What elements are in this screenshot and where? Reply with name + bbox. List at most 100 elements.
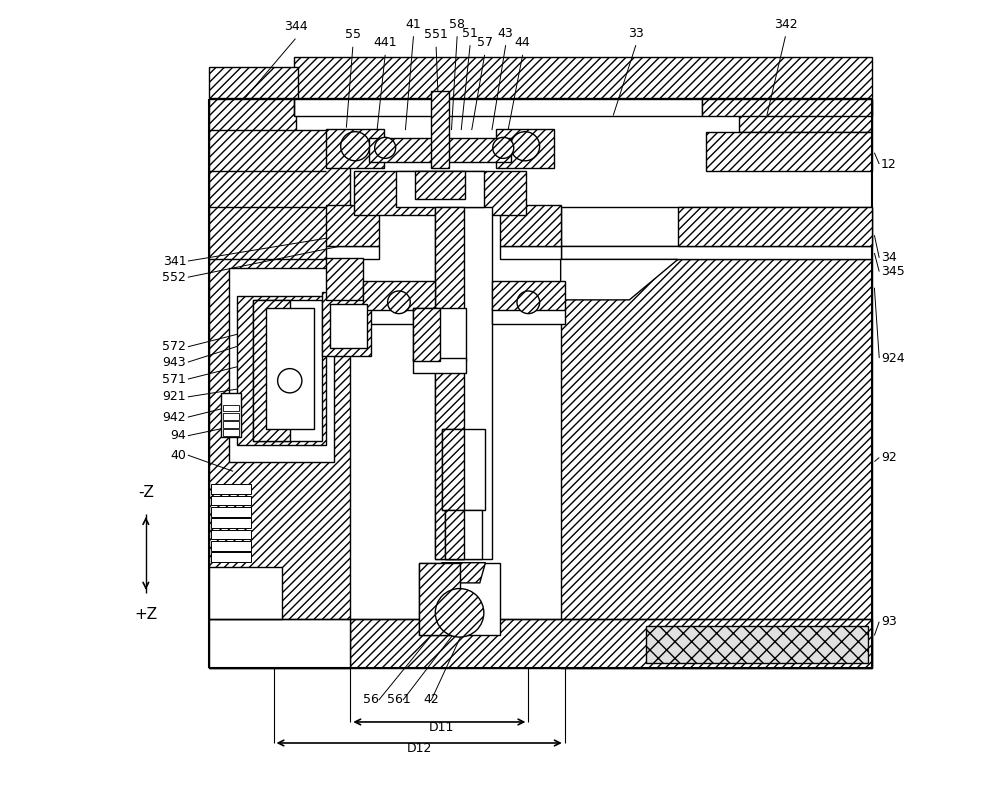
Polygon shape	[561, 259, 678, 300]
Circle shape	[341, 132, 370, 161]
Bar	[326, 205, 379, 245]
Circle shape	[388, 291, 410, 313]
Text: 57: 57	[477, 36, 493, 49]
Text: 94: 94	[171, 429, 186, 442]
Bar	[413, 358, 466, 373]
Bar	[221, 393, 241, 437]
Bar	[396, 170, 484, 207]
Bar	[253, 300, 322, 441]
Text: 34: 34	[881, 251, 897, 264]
Bar	[363, 281, 435, 309]
Bar	[330, 304, 367, 348]
Bar	[253, 300, 290, 441]
Text: 33: 33	[628, 27, 644, 40]
Text: -Z: -Z	[138, 484, 154, 500]
Bar	[492, 281, 565, 309]
Text: 924: 924	[881, 352, 904, 365]
Text: D12: D12	[406, 742, 432, 755]
Bar	[229, 267, 334, 462]
Bar	[326, 258, 363, 300]
Text: 51: 51	[462, 27, 478, 40]
Text: 44: 44	[515, 36, 531, 49]
Bar	[413, 308, 440, 360]
Bar	[211, 541, 251, 551]
Bar	[294, 132, 326, 170]
Circle shape	[517, 291, 540, 313]
Text: 342: 342	[774, 18, 797, 31]
Text: 341: 341	[163, 254, 186, 267]
Text: 552: 552	[162, 271, 186, 284]
Bar	[678, 207, 872, 245]
Text: 93: 93	[881, 616, 897, 629]
Text: 40: 40	[170, 449, 186, 462]
Circle shape	[435, 589, 484, 637]
Text: 943: 943	[163, 356, 186, 369]
Text: 942: 942	[163, 411, 186, 424]
Bar	[435, 207, 464, 559]
Bar	[211, 530, 251, 539]
Bar	[354, 170, 526, 215]
Text: 921: 921	[163, 390, 186, 403]
Bar	[435, 207, 492, 559]
Bar	[419, 563, 460, 636]
Bar	[445, 510, 482, 559]
Text: 345: 345	[881, 265, 905, 278]
Text: 561: 561	[387, 693, 411, 706]
Polygon shape	[442, 563, 485, 583]
Bar	[561, 207, 872, 245]
Bar	[442, 429, 464, 510]
Text: 344: 344	[284, 20, 307, 33]
Bar	[223, 413, 239, 420]
Bar	[211, 496, 251, 505]
Text: 92: 92	[881, 451, 897, 464]
Bar	[209, 620, 350, 667]
Text: 572: 572	[162, 340, 186, 353]
Bar	[500, 245, 561, 259]
Circle shape	[278, 369, 302, 393]
Bar	[369, 139, 511, 163]
Bar	[646, 626, 868, 663]
Bar	[326, 130, 384, 168]
Bar	[211, 484, 251, 494]
Bar	[211, 518, 251, 528]
Bar	[561, 245, 872, 259]
Bar	[419, 563, 500, 636]
Text: 41: 41	[406, 18, 421, 31]
Text: 42: 42	[423, 693, 439, 706]
Bar	[266, 308, 314, 429]
Bar	[211, 552, 251, 562]
Bar	[496, 130, 554, 168]
Bar	[209, 67, 298, 98]
Bar	[326, 245, 379, 259]
Bar	[294, 99, 702, 117]
Bar	[706, 132, 872, 170]
Text: 571: 571	[162, 373, 186, 386]
Text: +Z: +Z	[134, 608, 157, 622]
Bar	[350, 620, 872, 667]
Bar	[223, 405, 239, 411]
Bar	[442, 429, 485, 510]
Bar	[209, 130, 350, 667]
Bar	[237, 296, 326, 446]
Text: 441: 441	[373, 36, 397, 49]
Bar	[413, 308, 466, 360]
Bar	[322, 292, 371, 356]
Circle shape	[375, 138, 396, 159]
Bar	[211, 507, 251, 517]
Text: 55: 55	[345, 28, 361, 41]
Text: 56: 56	[363, 693, 379, 706]
Bar	[223, 429, 239, 436]
Bar	[431, 92, 449, 168]
Bar	[223, 421, 239, 428]
Bar	[492, 308, 565, 324]
Bar	[209, 132, 302, 170]
Bar	[561, 259, 872, 667]
Bar	[326, 298, 358, 311]
Bar	[294, 58, 872, 98]
Text: 58: 58	[449, 18, 465, 31]
Bar	[702, 99, 872, 117]
Bar	[415, 170, 465, 198]
Text: D11: D11	[429, 721, 454, 734]
Circle shape	[493, 138, 514, 159]
Text: 12: 12	[881, 157, 897, 171]
